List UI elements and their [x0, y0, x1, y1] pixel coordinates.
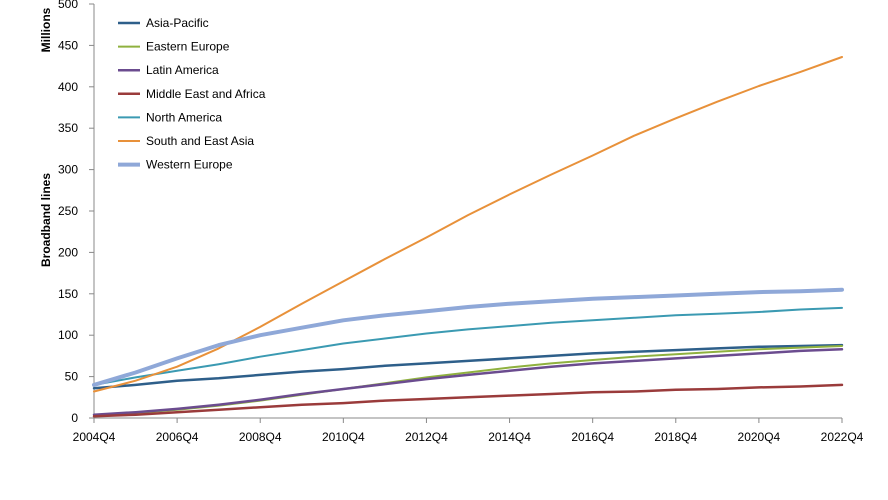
y-axis-unit-label: Millions	[39, 7, 53, 52]
series-lines	[92, 56, 844, 418]
y-tick-label: 150	[58, 287, 78, 301]
y-tick-label: 500	[58, 0, 78, 11]
series-line-latin-america	[92, 348, 844, 416]
series-line-north-america	[93, 306, 843, 386]
x-tick-label: 2014Q4	[488, 430, 531, 444]
legend-label: North America	[146, 110, 222, 124]
x-tick-label: 2008Q4	[239, 430, 282, 444]
series-line-middle-east-and-africa	[92, 383, 844, 418]
x-tick-label: 2016Q4	[571, 430, 614, 444]
y-tick-label: 400	[58, 80, 78, 94]
legend-label: Latin America	[146, 63, 219, 77]
x-tick-labels: 2004Q4 2006Q4 2008Q4 2010Q4 2012Q4 2014Q4 2016…	[73, 418, 864, 444]
legend-label: Eastern Europe	[146, 40, 230, 54]
y-tick-label: 350	[58, 121, 78, 135]
x-tick-label: 2012Q4	[405, 430, 448, 444]
x-tick-label: 2006Q4	[156, 430, 199, 444]
x-tick-label: 2018Q4	[654, 430, 697, 444]
y-tick-label: 200	[58, 245, 78, 259]
series-line-western-europe	[92, 287, 844, 387]
y-tick-label: 0	[71, 411, 78, 425]
legend: Asia-Pacific Eastern Europe Latin America M…	[118, 16, 266, 172]
y-axis-title: Broadband lines	[39, 173, 53, 267]
y-tick-label: 50	[65, 370, 79, 384]
legend-label: Asia-Pacific	[146, 16, 209, 30]
x-tick-label: 2022Q4	[821, 430, 864, 444]
series-line-asia-pacific	[92, 343, 844, 390]
y-tick-label: 250	[58, 204, 78, 218]
x-tick-label: 2020Q4	[738, 430, 781, 444]
legend-label: Middle East and Africa	[146, 87, 266, 101]
y-tick-label: 100	[58, 328, 78, 342]
y-tick-label: 300	[58, 163, 78, 177]
legend-label: Western Europe	[146, 158, 233, 172]
y-tick-labels: 0 50 100 150 200 250 300 350 400 450 500	[58, 0, 94, 425]
x-tick-label: 2010Q4	[322, 430, 365, 444]
x-tick-label: 2004Q4	[73, 430, 116, 444]
legend-label: South and East Asia	[146, 134, 254, 148]
y-tick-label: 450	[58, 38, 78, 52]
series-line-south-and-east-asia	[93, 56, 843, 393]
